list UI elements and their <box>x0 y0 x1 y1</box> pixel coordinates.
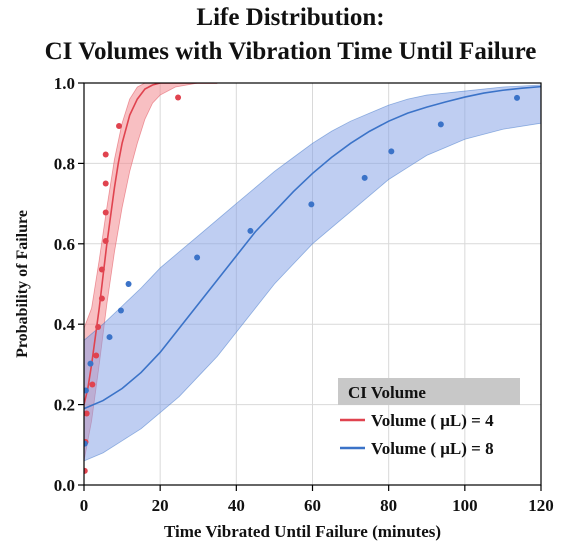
data-point <box>102 180 109 187</box>
data-point <box>514 94 521 101</box>
data-point <box>175 94 182 101</box>
data-point <box>84 467 88 474</box>
x-tick-label: 80 <box>380 496 397 515</box>
data-point <box>102 209 109 216</box>
data-point <box>194 254 201 261</box>
data-point <box>95 324 102 331</box>
x-tick-label: 0 <box>80 496 89 515</box>
chart-title-line-1: Life Distribution: <box>196 4 385 31</box>
data-point <box>93 352 100 359</box>
data-point <box>89 381 96 388</box>
confidence-band <box>84 83 218 461</box>
x-tick-label: 100 <box>452 496 478 515</box>
x-tick-label: 20 <box>152 496 169 515</box>
legend: CI Volume Volume ( μL) = 4 Volume ( μL) = … <box>338 378 520 458</box>
series-group <box>84 83 541 474</box>
data-point <box>84 440 88 447</box>
fit-line <box>84 83 218 405</box>
data-point <box>116 123 123 130</box>
y-tick-label: 1.0 <box>54 74 75 93</box>
legend-label: Volume ( μL) = 4 <box>371 411 494 430</box>
data-point <box>106 334 113 341</box>
data-point <box>87 360 94 367</box>
legend-title: CI Volume <box>348 383 426 402</box>
data-point <box>84 387 89 394</box>
y-tick-label: 0.2 <box>54 396 75 415</box>
legend-title-box <box>338 378 520 405</box>
x-tick-label: 120 <box>528 496 554 515</box>
data-point <box>388 148 395 155</box>
y-tick-label: 0.6 <box>54 235 75 254</box>
fit-line <box>84 85 541 410</box>
y-tick-label: 0.8 <box>54 154 75 173</box>
x-tick-label: 60 <box>304 496 321 515</box>
data-point <box>98 295 105 302</box>
y-axis-label: Probability of Failure <box>14 210 31 358</box>
data-point <box>102 151 109 158</box>
confidence-band <box>84 84 541 462</box>
data-point <box>98 266 105 273</box>
data-point <box>437 121 444 128</box>
legend-label: Volume ( μL) = 8 <box>371 439 494 458</box>
data-point <box>102 237 109 244</box>
data-point <box>117 307 124 314</box>
y-tick-label: 0.4 <box>54 315 76 334</box>
data-point <box>308 201 315 208</box>
x-tick-label: 40 <box>228 496 245 515</box>
data-point <box>125 281 132 287</box>
data-point <box>247 227 254 234</box>
y-tick-label: 0.0 <box>54 476 75 495</box>
data-point <box>84 410 90 417</box>
chart-title-line-2: CI Volumes with Vibration Time Until Fai… <box>44 38 537 65</box>
x-axis-label: Time Vibrated Until Failure (minutes) <box>164 522 441 541</box>
data-point <box>361 174 368 181</box>
